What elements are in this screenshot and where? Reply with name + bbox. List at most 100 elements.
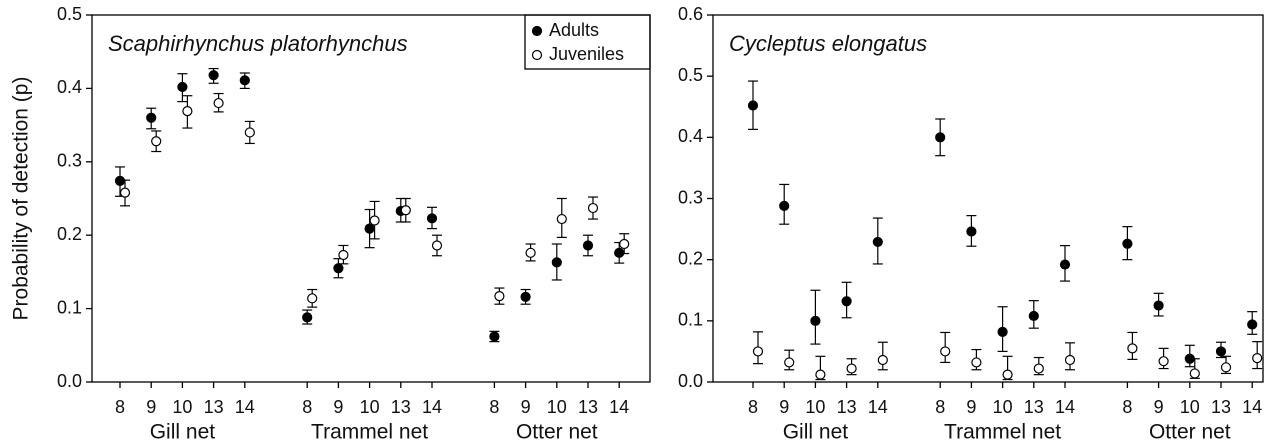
point (619, 238, 630, 250)
panel-title: Scaphirhynchus platorhynchus (108, 31, 408, 56)
point (302, 312, 313, 323)
point (1215, 346, 1227, 357)
x-tick-label: 8 (748, 397, 758, 417)
point (940, 346, 951, 357)
point (551, 257, 562, 268)
point (1252, 353, 1263, 364)
point (213, 97, 224, 109)
legend-label: Adults (549, 20, 599, 40)
x-tick-label: 10 (1180, 397, 1200, 417)
x-tick-label: 13 (204, 397, 224, 417)
y-tick-label: 0.1 (57, 297, 82, 317)
point (877, 354, 888, 366)
point (784, 357, 795, 368)
legend-box (524, 14, 651, 70)
point (182, 106, 193, 117)
x-tick-label: 10 (360, 397, 380, 417)
x-tick-label: 8 (302, 397, 312, 417)
x-tick-label: 8 (935, 397, 945, 417)
x-tick-label: 10 (172, 397, 192, 417)
x-tick-label: 10 (547, 397, 567, 417)
y-tick-label: 0.4 (57, 77, 82, 97)
point (369, 215, 380, 226)
point (935, 132, 946, 143)
y-tick-label: 0.2 (57, 224, 82, 244)
plot-frame (712, 14, 1264, 383)
y-tick-label: 0.4 (678, 126, 703, 146)
point (752, 346, 764, 357)
point (1033, 363, 1044, 374)
x-tick-label: 13 (391, 397, 411, 417)
point (400, 205, 411, 216)
y-axis-label: Probability of detection (p) (10, 77, 33, 321)
point (1153, 300, 1164, 311)
point (971, 357, 982, 368)
point (364, 223, 375, 234)
point (966, 226, 977, 237)
point (239, 75, 250, 86)
group-label: Otter net (516, 421, 598, 444)
point (1064, 354, 1076, 366)
point (426, 213, 438, 224)
y-tick-label: 0.1 (678, 310, 703, 330)
point (208, 70, 219, 81)
legend-marker (531, 25, 543, 37)
point (779, 200, 790, 211)
group-label: Otter net (1149, 421, 1231, 444)
point (582, 240, 594, 251)
x-tick-label: 14 (235, 397, 255, 417)
point (1189, 368, 1200, 379)
point (1028, 310, 1039, 322)
point (810, 315, 821, 326)
point (338, 249, 349, 261)
legend-marker (531, 49, 543, 61)
group-label: Gill net (150, 421, 216, 444)
x-tick-label: 8 (489, 397, 499, 417)
x-tick-label: 9 (779, 397, 789, 417)
point (614, 247, 625, 258)
x-tick-label: 13 (1024, 397, 1044, 417)
x-tick-label: 8 (1122, 397, 1132, 417)
y-tick-label: 0.5 (57, 4, 82, 24)
point (841, 296, 852, 307)
y-tick-label: 0.0 (57, 371, 82, 391)
y-tick-label: 0.2 (678, 248, 703, 268)
y-tick-label: 0.6 (678, 4, 703, 24)
x-tick-label: 9 (146, 397, 156, 417)
point (307, 293, 318, 304)
point (431, 240, 443, 251)
y-tick-label: 0.3 (57, 151, 82, 171)
x-tick-label: 10 (805, 397, 825, 417)
group-label: Gill net (783, 421, 849, 444)
legend-label: Juveniles (549, 44, 624, 64)
x-tick-label: 10 (993, 397, 1013, 417)
point (151, 136, 162, 147)
x-tick-label: 13 (837, 397, 857, 417)
point (587, 202, 599, 214)
point (525, 247, 536, 258)
x-tick-label: 14 (609, 397, 629, 417)
x-tick-label: 13 (578, 397, 598, 417)
point (520, 291, 531, 302)
point (1059, 259, 1071, 270)
point (177, 81, 188, 93)
x-tick-label: 9 (521, 397, 531, 417)
x-tick-label: 14 (1055, 397, 1075, 417)
group-label: Trammel net (944, 421, 1061, 444)
point (494, 291, 505, 302)
point (244, 127, 255, 138)
point (146, 112, 157, 123)
point (815, 369, 826, 380)
x-tick-label: 14 (868, 397, 888, 417)
point (1122, 238, 1133, 249)
group-label: Trammel net (311, 421, 428, 444)
y-tick-label: 0.3 (678, 187, 703, 207)
y-tick-label: 0.5 (678, 65, 703, 85)
x-tick-label: 14 (422, 397, 442, 417)
point (1220, 362, 1232, 373)
point (114, 175, 126, 186)
point (997, 326, 1008, 337)
point (556, 213, 567, 225)
point (872, 236, 883, 248)
